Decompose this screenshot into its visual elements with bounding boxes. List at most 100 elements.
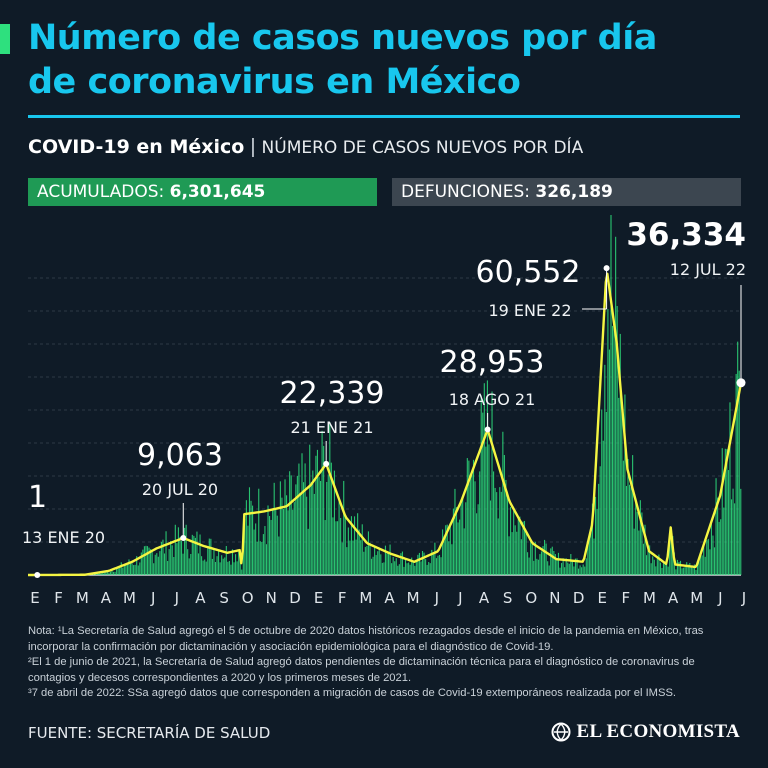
daily-cases-bar	[239, 552, 241, 575]
daily-cases-bar	[386, 553, 388, 575]
daily-cases-bar	[307, 528, 309, 575]
month-tick-label: J	[434, 589, 439, 607]
daily-cases-bar	[157, 556, 159, 575]
daily-cases-bar	[150, 549, 152, 575]
daily-cases-bar	[224, 557, 226, 575]
daily-cases-bar	[242, 545, 244, 575]
annotation-dot	[736, 378, 746, 388]
daily-cases-bar	[176, 543, 178, 575]
month-tick-label: E	[597, 589, 606, 607]
daily-cases-bar	[262, 534, 264, 575]
cumulative-value: 6,301,645	[169, 182, 266, 202]
daily-cases-bar	[231, 549, 234, 575]
daily-cases-bar	[556, 558, 558, 575]
annotation-date: 20 JUL 20	[142, 480, 218, 499]
daily-cases-bar	[174, 524, 176, 575]
month-tick-label: F	[54, 589, 63, 607]
daily-cases-bar	[615, 236, 617, 575]
daily-cases-bar	[706, 540, 708, 575]
daily-cases-bar	[724, 448, 726, 575]
daily-cases-bar	[638, 530, 640, 575]
daily-cases-bar	[100, 573, 102, 575]
month-tick-label: J	[741, 589, 746, 607]
daily-cases-bar	[156, 553, 158, 575]
daily-cases-bar	[534, 541, 536, 575]
daily-cases-bar	[653, 559, 655, 575]
daily-cases-bar	[353, 516, 356, 575]
daily-cases-bar	[168, 549, 170, 575]
daily-cases-bar	[735, 373, 737, 575]
daily-cases-bar	[666, 563, 668, 575]
daily-cases-bar	[585, 558, 587, 575]
daily-cases-bar	[333, 470, 335, 575]
daily-cases-bar	[153, 563, 155, 575]
daily-cases-bar	[151, 550, 153, 575]
daily-cases-bar	[426, 564, 428, 575]
daily-cases-bar	[279, 481, 281, 575]
month-tick-label: A	[479, 589, 490, 607]
daily-cases-bar	[378, 548, 380, 575]
daily-cases-bar	[531, 544, 533, 575]
daily-cases-bar	[142, 549, 144, 575]
daily-cases-bar	[412, 561, 414, 575]
daily-cases-bar	[607, 309, 609, 575]
daily-cases-bar	[395, 558, 397, 575]
daily-cases-bar	[625, 485, 627, 575]
daily-cases-bar	[403, 566, 405, 575]
daily-cases-bar	[469, 477, 471, 575]
daily-cases-bar	[610, 215, 612, 576]
daily-cases-bar	[641, 512, 643, 575]
daily-cases-bar	[116, 568, 118, 575]
daily-cases-bar	[310, 482, 312, 575]
daily-cases-bar	[208, 538, 210, 575]
daily-cases-bar	[199, 534, 201, 575]
daily-cases-bar	[455, 507, 458, 575]
daily-cases-bar	[324, 520, 326, 575]
daily-cases-bar	[122, 567, 124, 575]
daily-cases-bar	[493, 471, 495, 575]
daily-cases-bar	[177, 527, 179, 575]
daily-cases-bar	[233, 562, 235, 575]
daily-cases-bar	[561, 563, 563, 575]
annotation-date: 19 ENE 22	[488, 301, 571, 320]
daily-cases-bar	[180, 540, 183, 575]
daily-cases-bar	[188, 558, 190, 575]
daily-cases-bar	[505, 479, 507, 575]
daily-cases-bar	[227, 561, 229, 575]
month-tick-label: J	[174, 589, 179, 607]
daily-cases-bar	[462, 495, 464, 575]
daily-cases-bar	[567, 562, 569, 575]
daily-cases-bar	[318, 476, 320, 575]
daily-cases-bar	[599, 466, 601, 575]
daily-cases-bar	[460, 500, 462, 575]
daily-cases-bar	[649, 545, 651, 575]
daily-cases-bar	[576, 558, 578, 575]
daily-cases-bar	[182, 553, 184, 575]
month-tick-label: E	[30, 589, 39, 607]
daily-cases-bar	[630, 487, 632, 575]
daily-cases-bar	[448, 541, 450, 575]
daily-cases-bar	[128, 559, 130, 575]
daily-cases-bar	[241, 569, 243, 575]
daily-cases-bar	[335, 521, 337, 575]
daily-cases-bar	[482, 412, 484, 575]
daily-cases-bar	[679, 560, 682, 575]
daily-cases-bar	[670, 532, 672, 575]
daily-cases-bar	[476, 513, 478, 575]
daily-cases-bar	[109, 571, 111, 575]
page-title: Número de casos nuevos por día de corona…	[28, 16, 748, 104]
daily-cases-bar	[117, 566, 119, 575]
daily-cases-bar	[604, 364, 606, 575]
daily-cases-bar	[593, 538, 595, 575]
daily-cases-bar	[633, 528, 635, 575]
annotation-date: 13 ENE 20	[22, 528, 105, 547]
cumulative-label: ACUMULADOS:	[37, 182, 165, 202]
daily-cases-bar	[513, 510, 515, 575]
daily-cases-bar	[235, 554, 237, 575]
daily-cases-bar	[727, 470, 729, 575]
annotation-date: 12 JUL 22	[670, 260, 746, 279]
annotation-dot	[484, 426, 491, 433]
daily-cases-bar	[508, 536, 510, 575]
daily-cases-bar	[547, 561, 549, 575]
daily-cases-bar	[103, 572, 105, 575]
